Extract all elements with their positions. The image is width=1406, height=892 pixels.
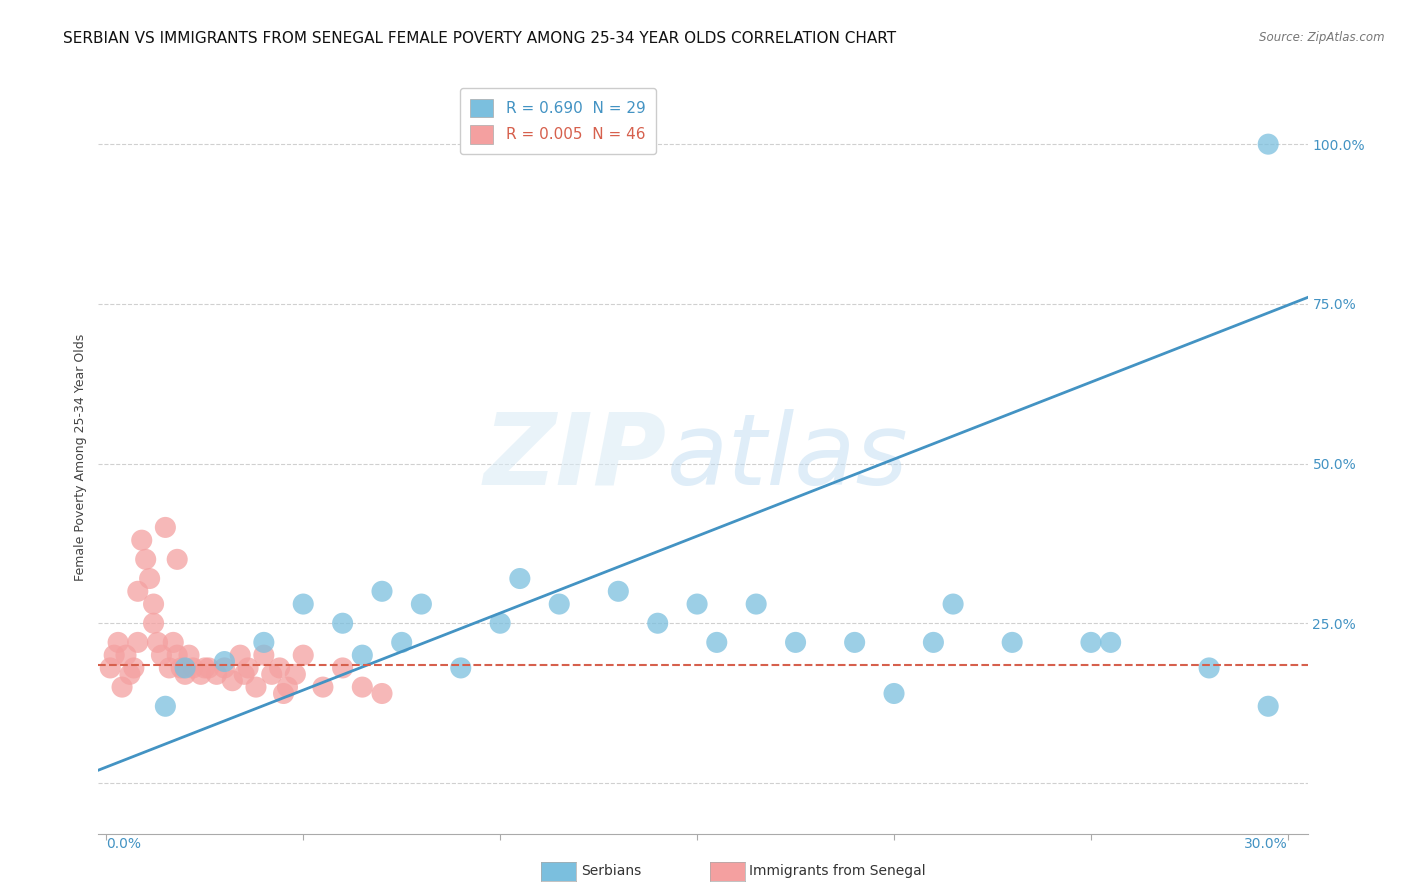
- Point: [166, 552, 188, 566]
- Point: [942, 597, 965, 611]
- Point: [205, 667, 228, 681]
- Point: [1099, 635, 1122, 649]
- Legend: R = 0.690  N = 29, R = 0.005  N = 46: R = 0.690 N = 29, R = 0.005 N = 46: [460, 88, 657, 154]
- Point: [686, 597, 709, 611]
- Text: Serbians: Serbians: [581, 864, 641, 879]
- Point: [174, 661, 197, 675]
- Point: [233, 667, 256, 681]
- Point: [371, 584, 394, 599]
- Point: [245, 680, 267, 694]
- Point: [844, 635, 866, 649]
- Point: [122, 661, 145, 675]
- Text: Immigrants from Senegal: Immigrants from Senegal: [749, 864, 927, 879]
- Point: [332, 616, 354, 631]
- Point: [411, 597, 433, 611]
- Point: [111, 680, 134, 694]
- Point: [332, 661, 354, 675]
- Point: [489, 616, 512, 631]
- Point: [131, 533, 153, 548]
- Point: [269, 661, 291, 675]
- Point: [197, 661, 219, 675]
- Point: [785, 635, 807, 649]
- Point: [181, 661, 204, 675]
- Point: [214, 655, 236, 669]
- Point: [922, 635, 945, 649]
- Point: [450, 661, 472, 675]
- Point: [98, 661, 121, 675]
- Point: [312, 680, 335, 694]
- Point: [292, 597, 315, 611]
- Point: [1001, 635, 1024, 649]
- Point: [273, 686, 295, 700]
- Point: [548, 597, 571, 611]
- Point: [155, 520, 177, 534]
- Point: [155, 699, 177, 714]
- Point: [607, 584, 630, 599]
- Text: 0.0%: 0.0%: [107, 838, 141, 851]
- Point: [352, 648, 374, 662]
- Point: [221, 673, 243, 688]
- Point: [371, 686, 394, 700]
- Point: [883, 686, 905, 700]
- Text: Source: ZipAtlas.com: Source: ZipAtlas.com: [1260, 31, 1385, 45]
- Point: [118, 667, 141, 681]
- Point: [142, 616, 165, 631]
- Point: [706, 635, 728, 649]
- Point: [1198, 661, 1220, 675]
- Point: [276, 680, 298, 694]
- Point: [190, 667, 212, 681]
- Point: [745, 597, 768, 611]
- Text: SERBIAN VS IMMIGRANTS FROM SENEGAL FEMALE POVERTY AMONG 25-34 YEAR OLDS CORRELAT: SERBIAN VS IMMIGRANTS FROM SENEGAL FEMAL…: [63, 31, 897, 46]
- Point: [127, 584, 149, 599]
- Point: [174, 667, 197, 681]
- Point: [135, 552, 157, 566]
- Point: [146, 635, 169, 649]
- Point: [391, 635, 413, 649]
- Point: [107, 635, 129, 649]
- Point: [253, 648, 276, 662]
- Text: 30.0%: 30.0%: [1244, 838, 1288, 851]
- Point: [170, 661, 193, 675]
- Point: [162, 635, 184, 649]
- Point: [292, 648, 315, 662]
- Text: atlas: atlas: [666, 409, 908, 506]
- Point: [166, 648, 188, 662]
- Point: [284, 667, 307, 681]
- Point: [142, 597, 165, 611]
- Point: [229, 648, 252, 662]
- Point: [150, 648, 173, 662]
- Point: [260, 667, 283, 681]
- Point: [115, 648, 138, 662]
- Point: [509, 572, 531, 586]
- Point: [157, 661, 180, 675]
- Point: [138, 572, 160, 586]
- Point: [352, 680, 374, 694]
- Y-axis label: Female Poverty Among 25-34 Year Olds: Female Poverty Among 25-34 Year Olds: [75, 334, 87, 581]
- Point: [1257, 137, 1279, 152]
- Point: [214, 661, 236, 675]
- Text: ZIP: ZIP: [484, 409, 666, 506]
- Point: [177, 648, 200, 662]
- Point: [1080, 635, 1102, 649]
- Point: [253, 635, 276, 649]
- Point: [1257, 699, 1279, 714]
- Point: [236, 661, 259, 675]
- Point: [194, 661, 217, 675]
- Point: [647, 616, 669, 631]
- Point: [103, 648, 125, 662]
- Point: [127, 635, 149, 649]
